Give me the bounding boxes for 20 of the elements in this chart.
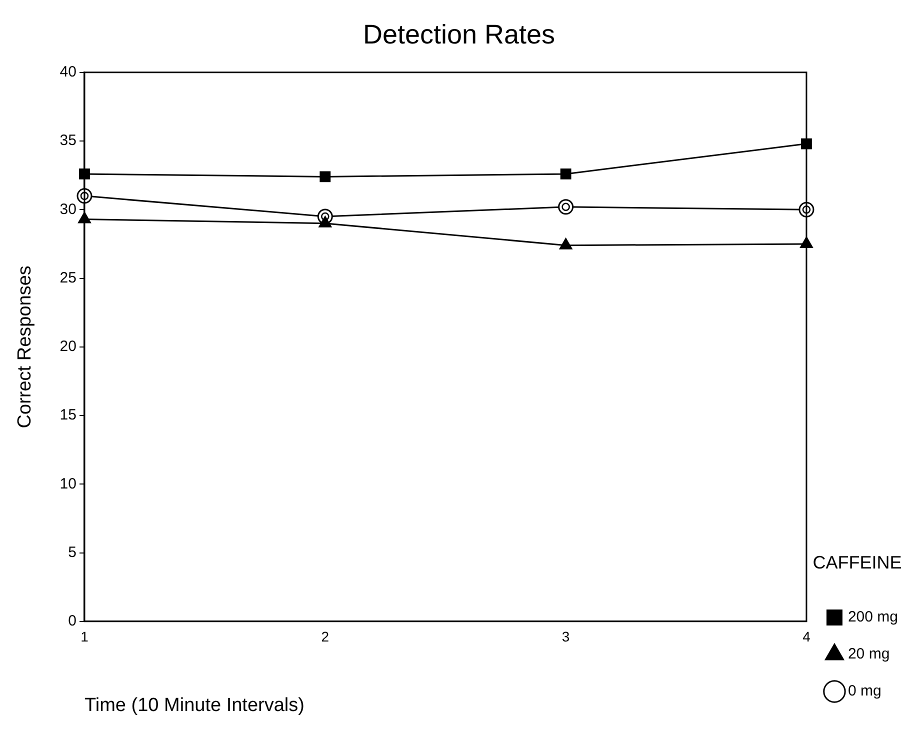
y-tick-label: 40	[60, 64, 76, 81]
y-tick-label: 15	[60, 406, 76, 424]
x-axis-title: Time (10 Minute Intervals)	[84, 694, 304, 716]
x-tick-label: 1	[80, 628, 89, 645]
y-tick-label: 0	[68, 612, 76, 630]
y-tick-label: 5	[68, 544, 76, 561]
x-tick-label: 3	[562, 628, 570, 645]
y-tick-label: 10	[60, 475, 76, 492]
x-tick-label: 4	[802, 628, 811, 645]
y-tick-label: 20	[60, 338, 76, 356]
legend-label: 20 mg	[848, 646, 890, 663]
x-tick-label: 2	[321, 628, 330, 645]
legend-label: 0 mg	[848, 682, 882, 700]
y-tick-label: 30	[60, 200, 76, 218]
legend-title: CAFFEINE	[812, 552, 902, 572]
legend-label: 200 mg	[848, 608, 898, 626]
y-axis-title: Correct Responses	[14, 266, 36, 428]
y-tick-label: 25	[60, 269, 76, 286]
chart-title: Detection Rates	[362, 20, 556, 50]
y-tick-label: 35	[60, 132, 76, 150]
